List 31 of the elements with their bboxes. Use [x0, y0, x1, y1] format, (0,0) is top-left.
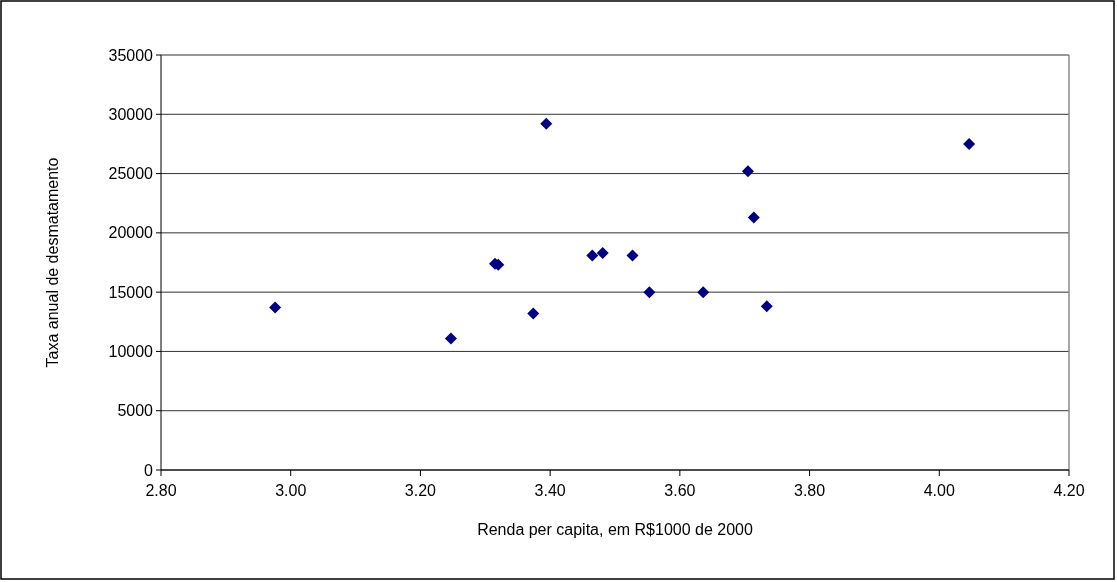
x-tick-label: 2.80	[145, 482, 177, 499]
y-tick-label: 30000	[108, 105, 154, 123]
point	[626, 249, 639, 262]
y-tick-label: 10000	[108, 343, 154, 361]
x-tick-label: 3.00	[275, 482, 307, 499]
point	[596, 247, 609, 260]
y-tick-label: 0	[144, 461, 154, 479]
point	[527, 307, 540, 320]
point	[760, 300, 773, 313]
x-tick-label: 4.00	[923, 482, 955, 499]
point	[741, 165, 754, 178]
point	[269, 301, 282, 314]
x-tick-label: 3.60	[664, 482, 696, 499]
x-tick-label: 3.80	[794, 482, 826, 499]
y-tick-label: 5000	[117, 402, 154, 420]
y-tick-label: 15000	[108, 283, 154, 301]
x-tick-label: 3.20	[404, 482, 437, 499]
point	[444, 332, 457, 345]
x-tick-label: 4.20	[1053, 482, 1085, 499]
y-tick-label: 35000	[108, 46, 154, 64]
y-axis-title: Taxa anual de desmatamento	[44, 157, 61, 368]
y-tick-label: 20000	[108, 224, 154, 242]
y-tick-label: 25000	[108, 165, 154, 183]
x-axis-title: Renda per capita, em R$1000 de 2000	[477, 521, 753, 538]
x-tick-label: 3.40	[534, 482, 566, 499]
point	[643, 286, 656, 299]
point	[586, 249, 599, 262]
point	[963, 137, 976, 150]
point	[697, 286, 710, 299]
point	[540, 117, 553, 130]
point	[747, 211, 760, 224]
